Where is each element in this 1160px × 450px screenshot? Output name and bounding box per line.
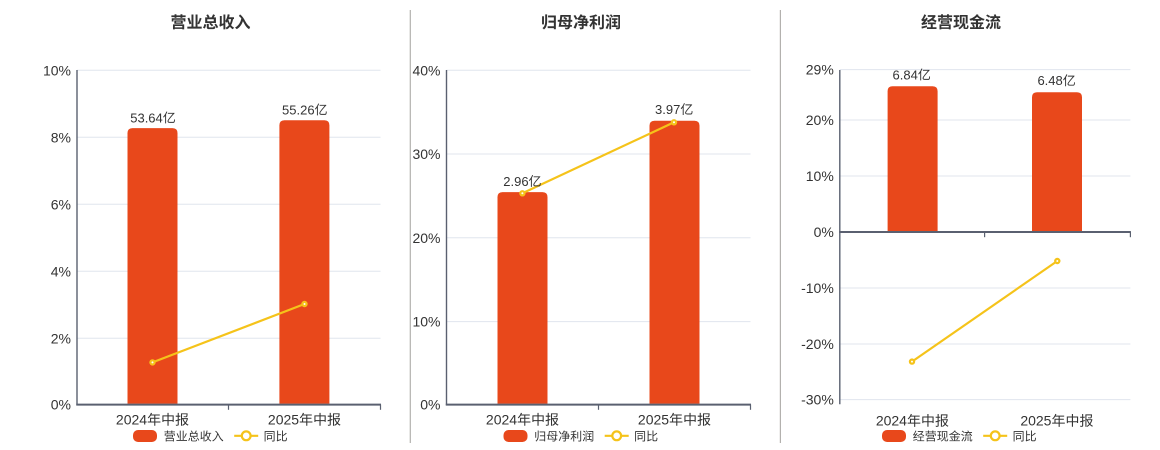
svg-text:53.64: 53.64	[130, 110, 163, 125]
svg-text:20%: 20%	[412, 230, 440, 246]
svg-text:8%: 8%	[51, 129, 71, 145]
svg-text:6.48: 6.48	[1037, 73, 1062, 88]
svg-text:20%: 20%	[806, 112, 834, 128]
svg-text:10%: 10%	[412, 314, 440, 330]
svg-text:-20%: -20%	[801, 336, 834, 352]
svg-text:30%: 30%	[412, 146, 440, 162]
svg-text:2.96: 2.96	[503, 174, 528, 189]
svg-text:6%: 6%	[51, 196, 71, 212]
svg-text:0%: 0%	[814, 224, 834, 240]
svg-text:2024: 2024	[116, 412, 147, 428]
svg-text:4%: 4%	[51, 263, 71, 279]
svg-text:-10%: -10%	[801, 280, 834, 296]
svg-text:10%: 10%	[806, 168, 834, 184]
svg-text:0%: 0%	[51, 397, 71, 413]
svg-text:2024: 2024	[876, 413, 907, 429]
svg-text:2025: 2025	[268, 412, 299, 428]
svg-text:2025: 2025	[1020, 413, 1051, 429]
svg-text:2%: 2%	[51, 330, 71, 346]
svg-text:3.97: 3.97	[655, 102, 680, 117]
svg-text:40%: 40%	[412, 62, 440, 78]
svg-text:55.26: 55.26	[282, 102, 315, 117]
svg-text:-30%: -30%	[801, 392, 834, 408]
svg-text:10%: 10%	[43, 62, 71, 78]
svg-text:2025: 2025	[638, 412, 669, 428]
svg-text:0%: 0%	[420, 397, 440, 413]
svg-text:6.84: 6.84	[893, 67, 918, 82]
svg-text:29%: 29%	[806, 62, 834, 78]
svg-text:2024: 2024	[486, 412, 517, 428]
